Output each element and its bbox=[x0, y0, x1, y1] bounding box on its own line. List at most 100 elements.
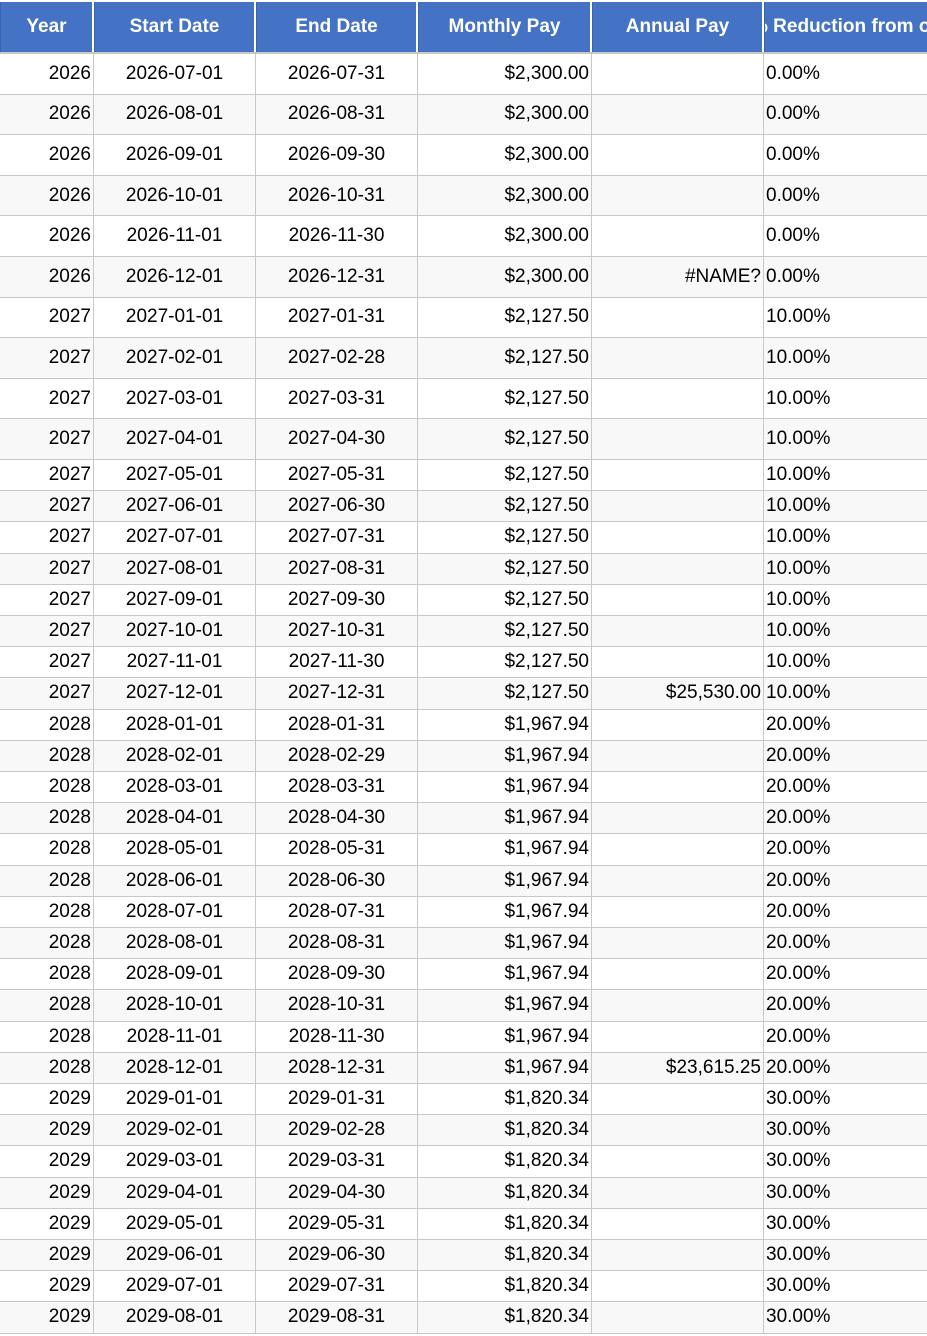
cell-reduction[interactable]: 20.00% bbox=[766, 744, 831, 766]
cell-end-date[interactable]: 2028-08-31 bbox=[256, 928, 418, 959]
cell-start-date[interactable]: 2029-06-01 bbox=[94, 1240, 256, 1271]
cell-year[interactable]: 2027 bbox=[0, 522, 94, 553]
cell-end-date[interactable]: 2029-08-31 bbox=[256, 1302, 418, 1333]
cell-monthly-pay[interactable]: $2,300.00 bbox=[418, 175, 592, 216]
cell-start-date[interactable]: 2027-11-01 bbox=[94, 647, 256, 678]
cell-reduction[interactable]: 0.00% bbox=[766, 184, 820, 206]
cell-end-date[interactable]: 2027-12-31 bbox=[256, 678, 418, 709]
cell-reduction[interactable]: 20.00% bbox=[766, 869, 831, 891]
cell-monthly-pay[interactable]: $1,820.34 bbox=[418, 1084, 592, 1115]
cell-monthly-pay[interactable]: $2,300.00 bbox=[418, 94, 592, 135]
cell-monthly-pay[interactable]: $2,300.00 bbox=[418, 257, 592, 297]
cell-reduction[interactable]: 10.00% bbox=[766, 346, 831, 368]
cell-annual-pay[interactable] bbox=[592, 990, 764, 1021]
cell-annual-pay[interactable] bbox=[592, 740, 764, 771]
cell-monthly-pay[interactable]: $1,967.94 bbox=[418, 1021, 592, 1052]
cell-start-date[interactable]: 2028-06-01 bbox=[94, 865, 256, 896]
cell-start-date[interactable]: 2027-07-01 bbox=[94, 522, 256, 553]
cell-year[interactable]: 2027 bbox=[0, 419, 94, 459]
cell-reduction[interactable]: 0.00% bbox=[766, 103, 820, 125]
cell-end-date[interactable]: 2029-07-31 bbox=[256, 1271, 418, 1302]
cell-end-date[interactable]: 2027-01-31 bbox=[256, 297, 418, 338]
cell-year[interactable]: 2026 bbox=[0, 257, 94, 297]
cell-start-date[interactable]: 2026-11-01 bbox=[94, 216, 256, 256]
cell-start-date[interactable]: 2026-12-01 bbox=[94, 257, 256, 297]
cell-reduction[interactable]: 20.00% bbox=[766, 838, 831, 860]
cell-start-date[interactable]: 2027-03-01 bbox=[94, 378, 256, 419]
cell-start-date[interactable]: 2026-08-01 bbox=[94, 94, 256, 135]
cell-annual-pay[interactable] bbox=[592, 553, 764, 584]
cell-annual-pay[interactable] bbox=[592, 1302, 764, 1333]
cell-year[interactable]: 2028 bbox=[0, 990, 94, 1021]
cell-annual-pay[interactable] bbox=[592, 54, 764, 94]
cell-reduction[interactable]: 10.00% bbox=[766, 651, 831, 673]
cell-start-date[interactable]: 2027-06-01 bbox=[94, 491, 256, 522]
cell-year[interactable]: 2026 bbox=[0, 94, 94, 135]
cell-start-date[interactable]: 2028-07-01 bbox=[94, 896, 256, 927]
cell-end-date[interactable]: 2027-05-31 bbox=[256, 460, 418, 491]
cell-start-date[interactable]: 2028-04-01 bbox=[94, 803, 256, 834]
cell-start-date[interactable]: 2026-07-01 bbox=[94, 54, 256, 94]
cell-end-date[interactable]: 2026-10-31 bbox=[256, 175, 418, 216]
cell-monthly-pay[interactable]: $2,127.50 bbox=[418, 647, 592, 678]
cell-year[interactable]: 2029 bbox=[0, 1271, 94, 1302]
cell-reduction[interactable]: 10.00% bbox=[766, 588, 831, 610]
cell-reduction[interactable]: 0.00% bbox=[766, 225, 820, 247]
cell-start-date[interactable]: 2029-04-01 bbox=[94, 1177, 256, 1208]
cell-start-date[interactable]: 2029-02-01 bbox=[94, 1115, 256, 1146]
cell-year[interactable]: 2028 bbox=[0, 834, 94, 865]
cell-end-date[interactable]: 2029-06-30 bbox=[256, 1240, 418, 1271]
cell-end-date[interactable]: 2027-10-31 bbox=[256, 616, 418, 647]
cell-monthly-pay[interactable]: $2,127.50 bbox=[418, 522, 592, 553]
column-header-end-date[interactable]: End Date bbox=[256, 2, 418, 52]
cell-monthly-pay[interactable]: $2,127.50 bbox=[418, 419, 592, 459]
cell-end-date[interactable]: 2027-08-31 bbox=[256, 553, 418, 584]
cell-end-date[interactable]: 2026-09-30 bbox=[256, 135, 418, 175]
cell-year[interactable]: 2026 bbox=[0, 175, 94, 216]
cell-monthly-pay[interactable]: $2,127.50 bbox=[418, 553, 592, 584]
cell-annual-pay[interactable] bbox=[592, 94, 764, 135]
cell-end-date[interactable]: 2029-05-31 bbox=[256, 1208, 418, 1239]
cell-monthly-pay[interactable]: $1,967.94 bbox=[418, 928, 592, 959]
cell-annual-pay[interactable] bbox=[592, 803, 764, 834]
cell-end-date[interactable]: 2028-11-30 bbox=[256, 1021, 418, 1052]
cell-monthly-pay[interactable]: $2,127.50 bbox=[418, 378, 592, 419]
cell-start-date[interactable]: 2028-10-01 bbox=[94, 990, 256, 1021]
cell-annual-pay[interactable] bbox=[592, 1021, 764, 1052]
cell-year[interactable]: 2029 bbox=[0, 1177, 94, 1208]
cell-start-date[interactable]: 2027-09-01 bbox=[94, 584, 256, 615]
cell-annual-pay[interactable] bbox=[592, 834, 764, 865]
cell-annual-pay[interactable] bbox=[592, 1146, 764, 1177]
cell-reduction[interactable]: 30.00% bbox=[766, 1275, 831, 1297]
cell-year[interactable]: 2028 bbox=[0, 740, 94, 771]
cell-end-date[interactable]: 2026-07-31 bbox=[256, 54, 418, 94]
cell-start-date[interactable]: 2028-05-01 bbox=[94, 834, 256, 865]
cell-annual-pay[interactable] bbox=[592, 896, 764, 927]
cell-year[interactable]: 2028 bbox=[0, 1021, 94, 1052]
cell-start-date[interactable]: 2027-01-01 bbox=[94, 297, 256, 338]
cell-year[interactable]: 2026 bbox=[0, 135, 94, 175]
cell-monthly-pay[interactable]: $1,967.94 bbox=[418, 709, 592, 740]
cell-monthly-pay[interactable]: $2,127.50 bbox=[418, 584, 592, 615]
cell-reduction[interactable]: 20.00% bbox=[766, 807, 831, 829]
cell-reduction[interactable]: 20.00% bbox=[766, 1056, 831, 1078]
cell-monthly-pay[interactable]: $1,967.94 bbox=[418, 834, 592, 865]
cell-start-date[interactable]: 2029-07-01 bbox=[94, 1271, 256, 1302]
cell-reduction[interactable]: 30.00% bbox=[766, 1181, 831, 1203]
cell-monthly-pay[interactable]: $2,127.50 bbox=[418, 616, 592, 647]
cell-monthly-pay[interactable]: $2,300.00 bbox=[418, 216, 592, 256]
column-header-monthly-pay[interactable]: Monthly Pay bbox=[418, 2, 592, 52]
cell-end-date[interactable]: 2026-12-31 bbox=[256, 257, 418, 297]
cell-reduction[interactable]: 20.00% bbox=[766, 932, 831, 954]
cell-annual-pay[interactable] bbox=[592, 135, 764, 175]
cell-reduction[interactable]: 20.00% bbox=[766, 963, 831, 985]
cell-annual-pay[interactable] bbox=[592, 1208, 764, 1239]
cell-monthly-pay[interactable]: $1,967.94 bbox=[418, 990, 592, 1021]
cell-annual-pay[interactable] bbox=[592, 928, 764, 959]
cell-end-date[interactable]: 2026-08-31 bbox=[256, 94, 418, 135]
cell-annual-pay[interactable]: #NAME? bbox=[592, 257, 764, 297]
cell-end-date[interactable]: 2028-01-31 bbox=[256, 709, 418, 740]
cell-reduction[interactable]: 10.00% bbox=[766, 306, 831, 328]
cell-monthly-pay[interactable]: $2,300.00 bbox=[418, 135, 592, 175]
cell-year[interactable]: 2027 bbox=[0, 338, 94, 378]
